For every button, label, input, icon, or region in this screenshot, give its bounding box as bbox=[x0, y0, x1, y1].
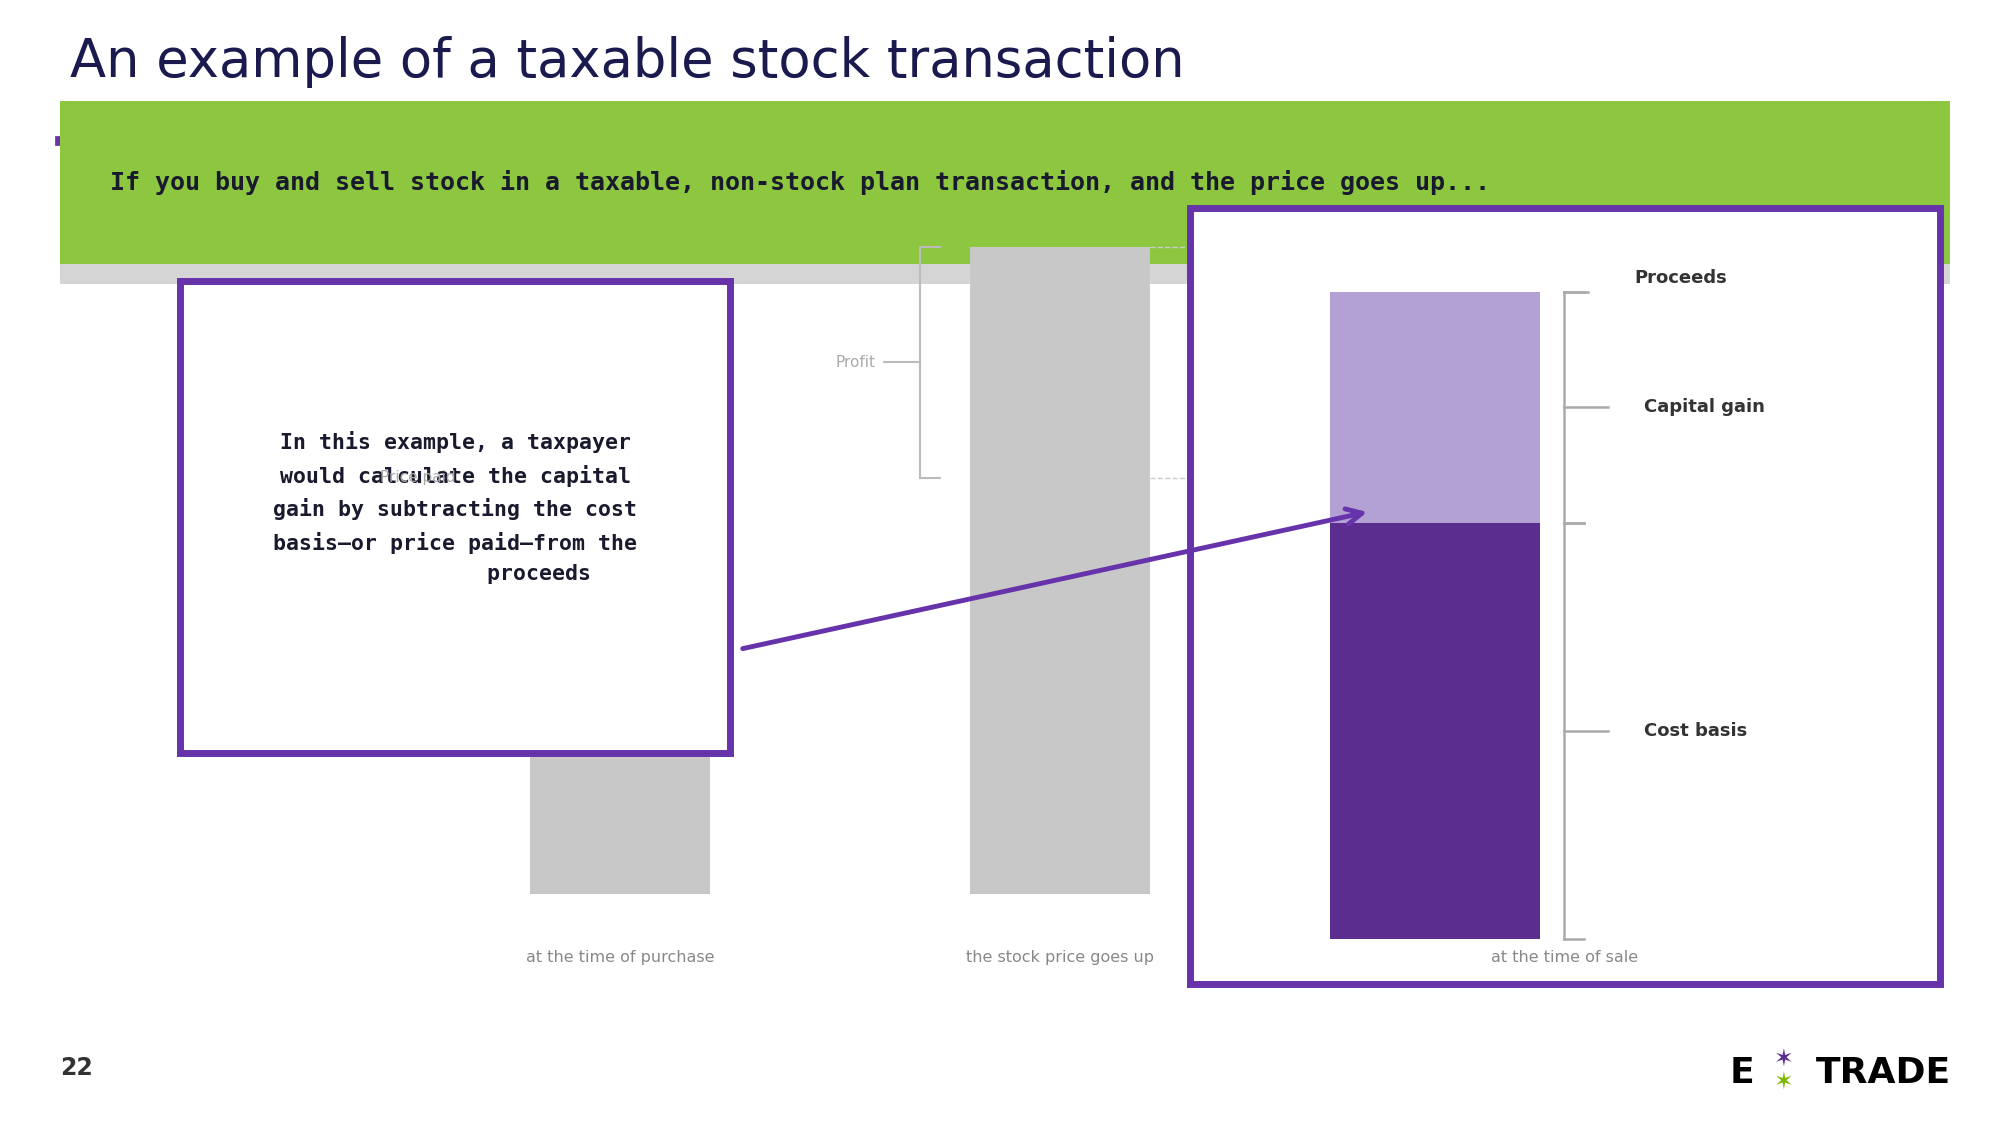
FancyBboxPatch shape bbox=[1330, 292, 1540, 523]
Text: at the time of sale: at the time of sale bbox=[1492, 950, 1638, 964]
Text: the stock price goes up: the stock price goes up bbox=[966, 950, 1154, 964]
Text: Proceeds: Proceeds bbox=[1634, 269, 1726, 287]
Text: Price paid: Price paid bbox=[380, 470, 456, 486]
Text: Capital gain: Capital gain bbox=[1644, 398, 1764, 417]
FancyBboxPatch shape bbox=[530, 478, 710, 894]
FancyBboxPatch shape bbox=[60, 262, 1950, 284]
Text: ✶: ✶ bbox=[1774, 1070, 1794, 1095]
FancyBboxPatch shape bbox=[1330, 523, 1540, 939]
FancyBboxPatch shape bbox=[60, 101, 1950, 264]
Text: ✶: ✶ bbox=[1774, 1048, 1794, 1072]
FancyBboxPatch shape bbox=[970, 247, 1150, 894]
Text: E: E bbox=[1730, 1057, 1754, 1090]
Text: In this example, a taxpayer
would calculate the capital
gain by subtracting the : In this example, a taxpayer would calcul… bbox=[272, 430, 636, 584]
Text: If you buy and sell stock in a taxable, non-stock plan transaction, and the pric: If you buy and sell stock in a taxable, … bbox=[110, 170, 1490, 196]
Text: TRADE: TRADE bbox=[1816, 1057, 1952, 1090]
FancyBboxPatch shape bbox=[180, 281, 730, 753]
FancyBboxPatch shape bbox=[1190, 208, 1940, 984]
Text: at the time of purchase: at the time of purchase bbox=[526, 950, 714, 964]
Text: An example of a taxable stock transaction: An example of a taxable stock transactio… bbox=[70, 36, 1184, 88]
Text: Cost basis: Cost basis bbox=[1644, 722, 1748, 740]
Text: 22: 22 bbox=[60, 1055, 92, 1080]
Text: Profit: Profit bbox=[836, 355, 876, 370]
